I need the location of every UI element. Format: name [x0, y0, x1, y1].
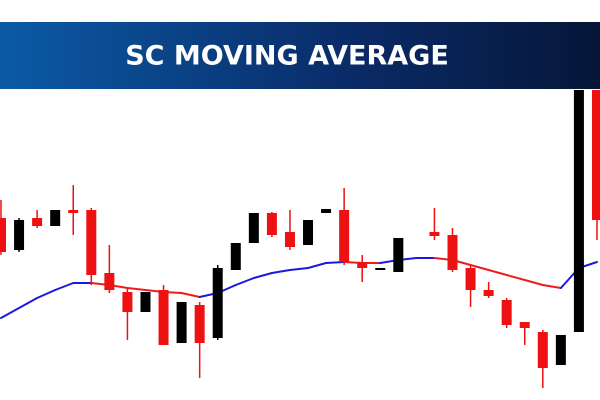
- candle-body: [375, 268, 386, 270]
- candle-body: [573, 90, 584, 332]
- moving-average: [541, 284, 562, 289]
- moving-average: [487, 269, 508, 276]
- candle-body: [447, 235, 458, 270]
- candle-body: [519, 322, 530, 328]
- candle-body: [122, 292, 133, 312]
- candle-body: [50, 210, 61, 226]
- candle-body: [158, 290, 169, 345]
- candle-body: [104, 273, 115, 290]
- candle-body: [68, 210, 79, 213]
- moving-average: [469, 264, 490, 271]
- moving-average: [270, 269, 291, 274]
- chart-title: SC MOVING AVERAGE: [125, 41, 449, 72]
- moving-average: [523, 279, 544, 286]
- candle-body: [501, 300, 512, 325]
- candle-body: [194, 305, 205, 343]
- candle-body: [357, 262, 368, 268]
- candle-body: [321, 209, 332, 213]
- moving-average: [307, 262, 328, 269]
- moving-average: [180, 292, 201, 298]
- candle-body: [339, 210, 350, 262]
- candle-body: [14, 220, 25, 250]
- moving-average: [252, 272, 273, 279]
- candle-body: [230, 243, 241, 270]
- moving-average: [325, 261, 346, 264]
- candle-body: [284, 232, 295, 247]
- moving-average: [54, 282, 75, 291]
- candle-body: [0, 218, 6, 252]
- candle-body: [483, 290, 494, 296]
- moving-average: [234, 277, 255, 286]
- candle-body: [32, 218, 43, 226]
- candle-body: [537, 332, 548, 368]
- candle-body: [212, 268, 223, 338]
- candle-body: [266, 213, 277, 235]
- candle-body: [429, 232, 440, 236]
- candle-body: [465, 268, 476, 290]
- candle-body: [248, 213, 259, 243]
- candle-body: [393, 238, 404, 272]
- moving-average: [0, 307, 21, 319]
- moving-average: [505, 274, 526, 281]
- moving-average: [288, 267, 310, 271]
- candle-body: [591, 90, 600, 220]
- candle-body: [303, 220, 314, 245]
- candle-body: [140, 292, 151, 312]
- candle-body: [86, 210, 97, 275]
- plot-area: [0, 90, 600, 388]
- candle-body: [555, 335, 566, 365]
- header-band: [0, 22, 600, 89]
- moving-average: [36, 289, 57, 299]
- moving-average: [18, 297, 39, 309]
- candle-body: [176, 302, 187, 343]
- moving-average: [126, 287, 147, 291]
